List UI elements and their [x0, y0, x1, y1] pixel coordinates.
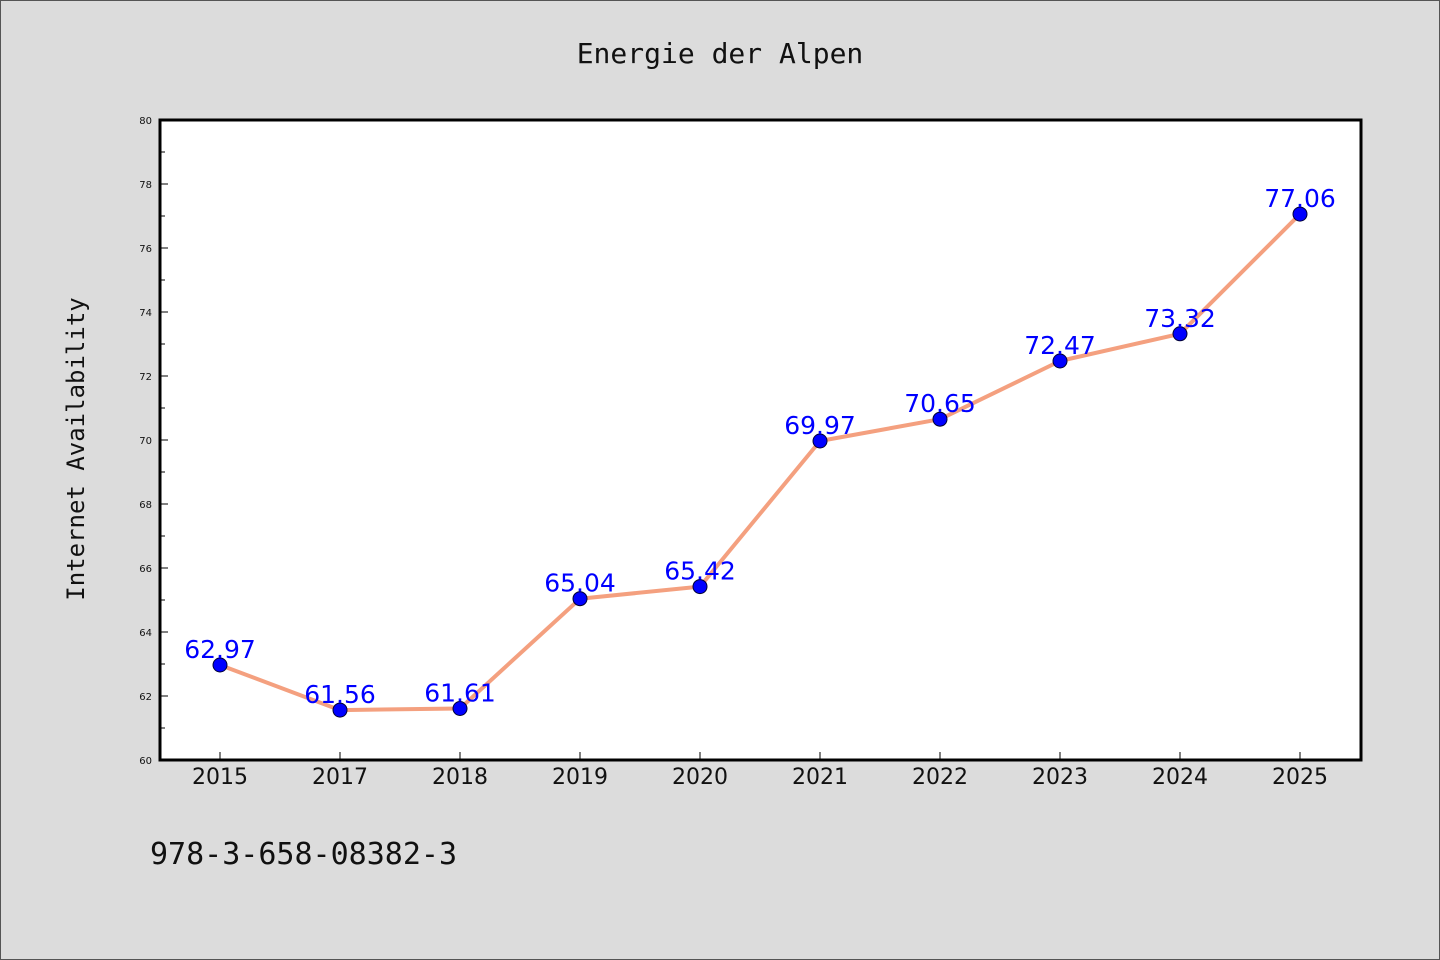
data-point-marker	[572, 591, 588, 607]
y-tick-label: 76	[139, 244, 152, 255]
data-points	[212, 206, 1308, 718]
y-tick-label: 66	[139, 564, 152, 575]
data-label: 61.56	[304, 680, 376, 709]
data-label: 65.04	[544, 569, 616, 598]
x-tick-label: 2017	[312, 765, 368, 790]
y-tick-label: 70	[139, 436, 152, 447]
x-tick-label: 2021	[792, 765, 848, 790]
data-label: 65.42	[664, 557, 736, 586]
y-tick-label: 68	[139, 500, 152, 511]
data-point-marker	[1052, 353, 1068, 369]
data-label: 72.47	[1024, 331, 1096, 360]
x-tick-label: 2023	[1032, 765, 1088, 790]
x-tick-label: 2019	[552, 765, 608, 790]
x-tick-label: 2015	[192, 765, 248, 790]
y-tick-label: 74	[139, 308, 152, 319]
y-tick-label: 80	[139, 116, 152, 127]
plot-area	[158, 118, 1363, 762]
data-labels: 62.97 61.56 61.61 65.04 65.42 69.97 70.65 72.47…	[184, 184, 1336, 709]
y-tick-label: 78	[139, 180, 152, 191]
y-axis-label: Internet Availability	[62, 297, 90, 600]
data-point-marker	[1172, 326, 1188, 342]
data-point-marker	[212, 657, 228, 673]
footnote-isbn: 978-3-658-08382-3	[150, 837, 457, 872]
data-point-marker	[1292, 206, 1308, 222]
y-tick-label: 64	[139, 628, 152, 639]
data-label: 69.97	[784, 411, 856, 440]
data-label: 62.97	[184, 635, 256, 664]
chart-title: Energie der Alpen	[577, 37, 864, 70]
x-axis: 2015 2017 2018 2019 2020 2021 2022 2023 2024 2025	[192, 752, 1328, 790]
x-tick-label: 2024	[1152, 765, 1208, 790]
y-tick-label: 62	[139, 692, 152, 703]
x-tick-label: 2022	[912, 765, 968, 790]
y-axis: 60 62 64 66 68 70 72 74 76 78 80	[139, 116, 168, 767]
data-point-marker	[332, 702, 348, 718]
y-tick-label: 60	[139, 756, 152, 767]
data-point-marker	[812, 433, 828, 449]
data-label: 73.32	[1144, 304, 1216, 333]
data-point-marker	[692, 579, 708, 595]
data-point-marker	[932, 411, 948, 427]
data-label: 61.61	[424, 679, 496, 708]
data-point-marker	[452, 701, 468, 716]
y-tick-label: 72	[139, 372, 152, 383]
x-tick-label: 2018	[432, 765, 488, 790]
data-label: 77.06	[1264, 184, 1336, 213]
x-tick-label: 2020	[672, 765, 728, 790]
data-label: 70.65	[904, 389, 976, 418]
series-line	[218, 212, 1302, 713]
x-tick-label: 2025	[1272, 765, 1328, 790]
